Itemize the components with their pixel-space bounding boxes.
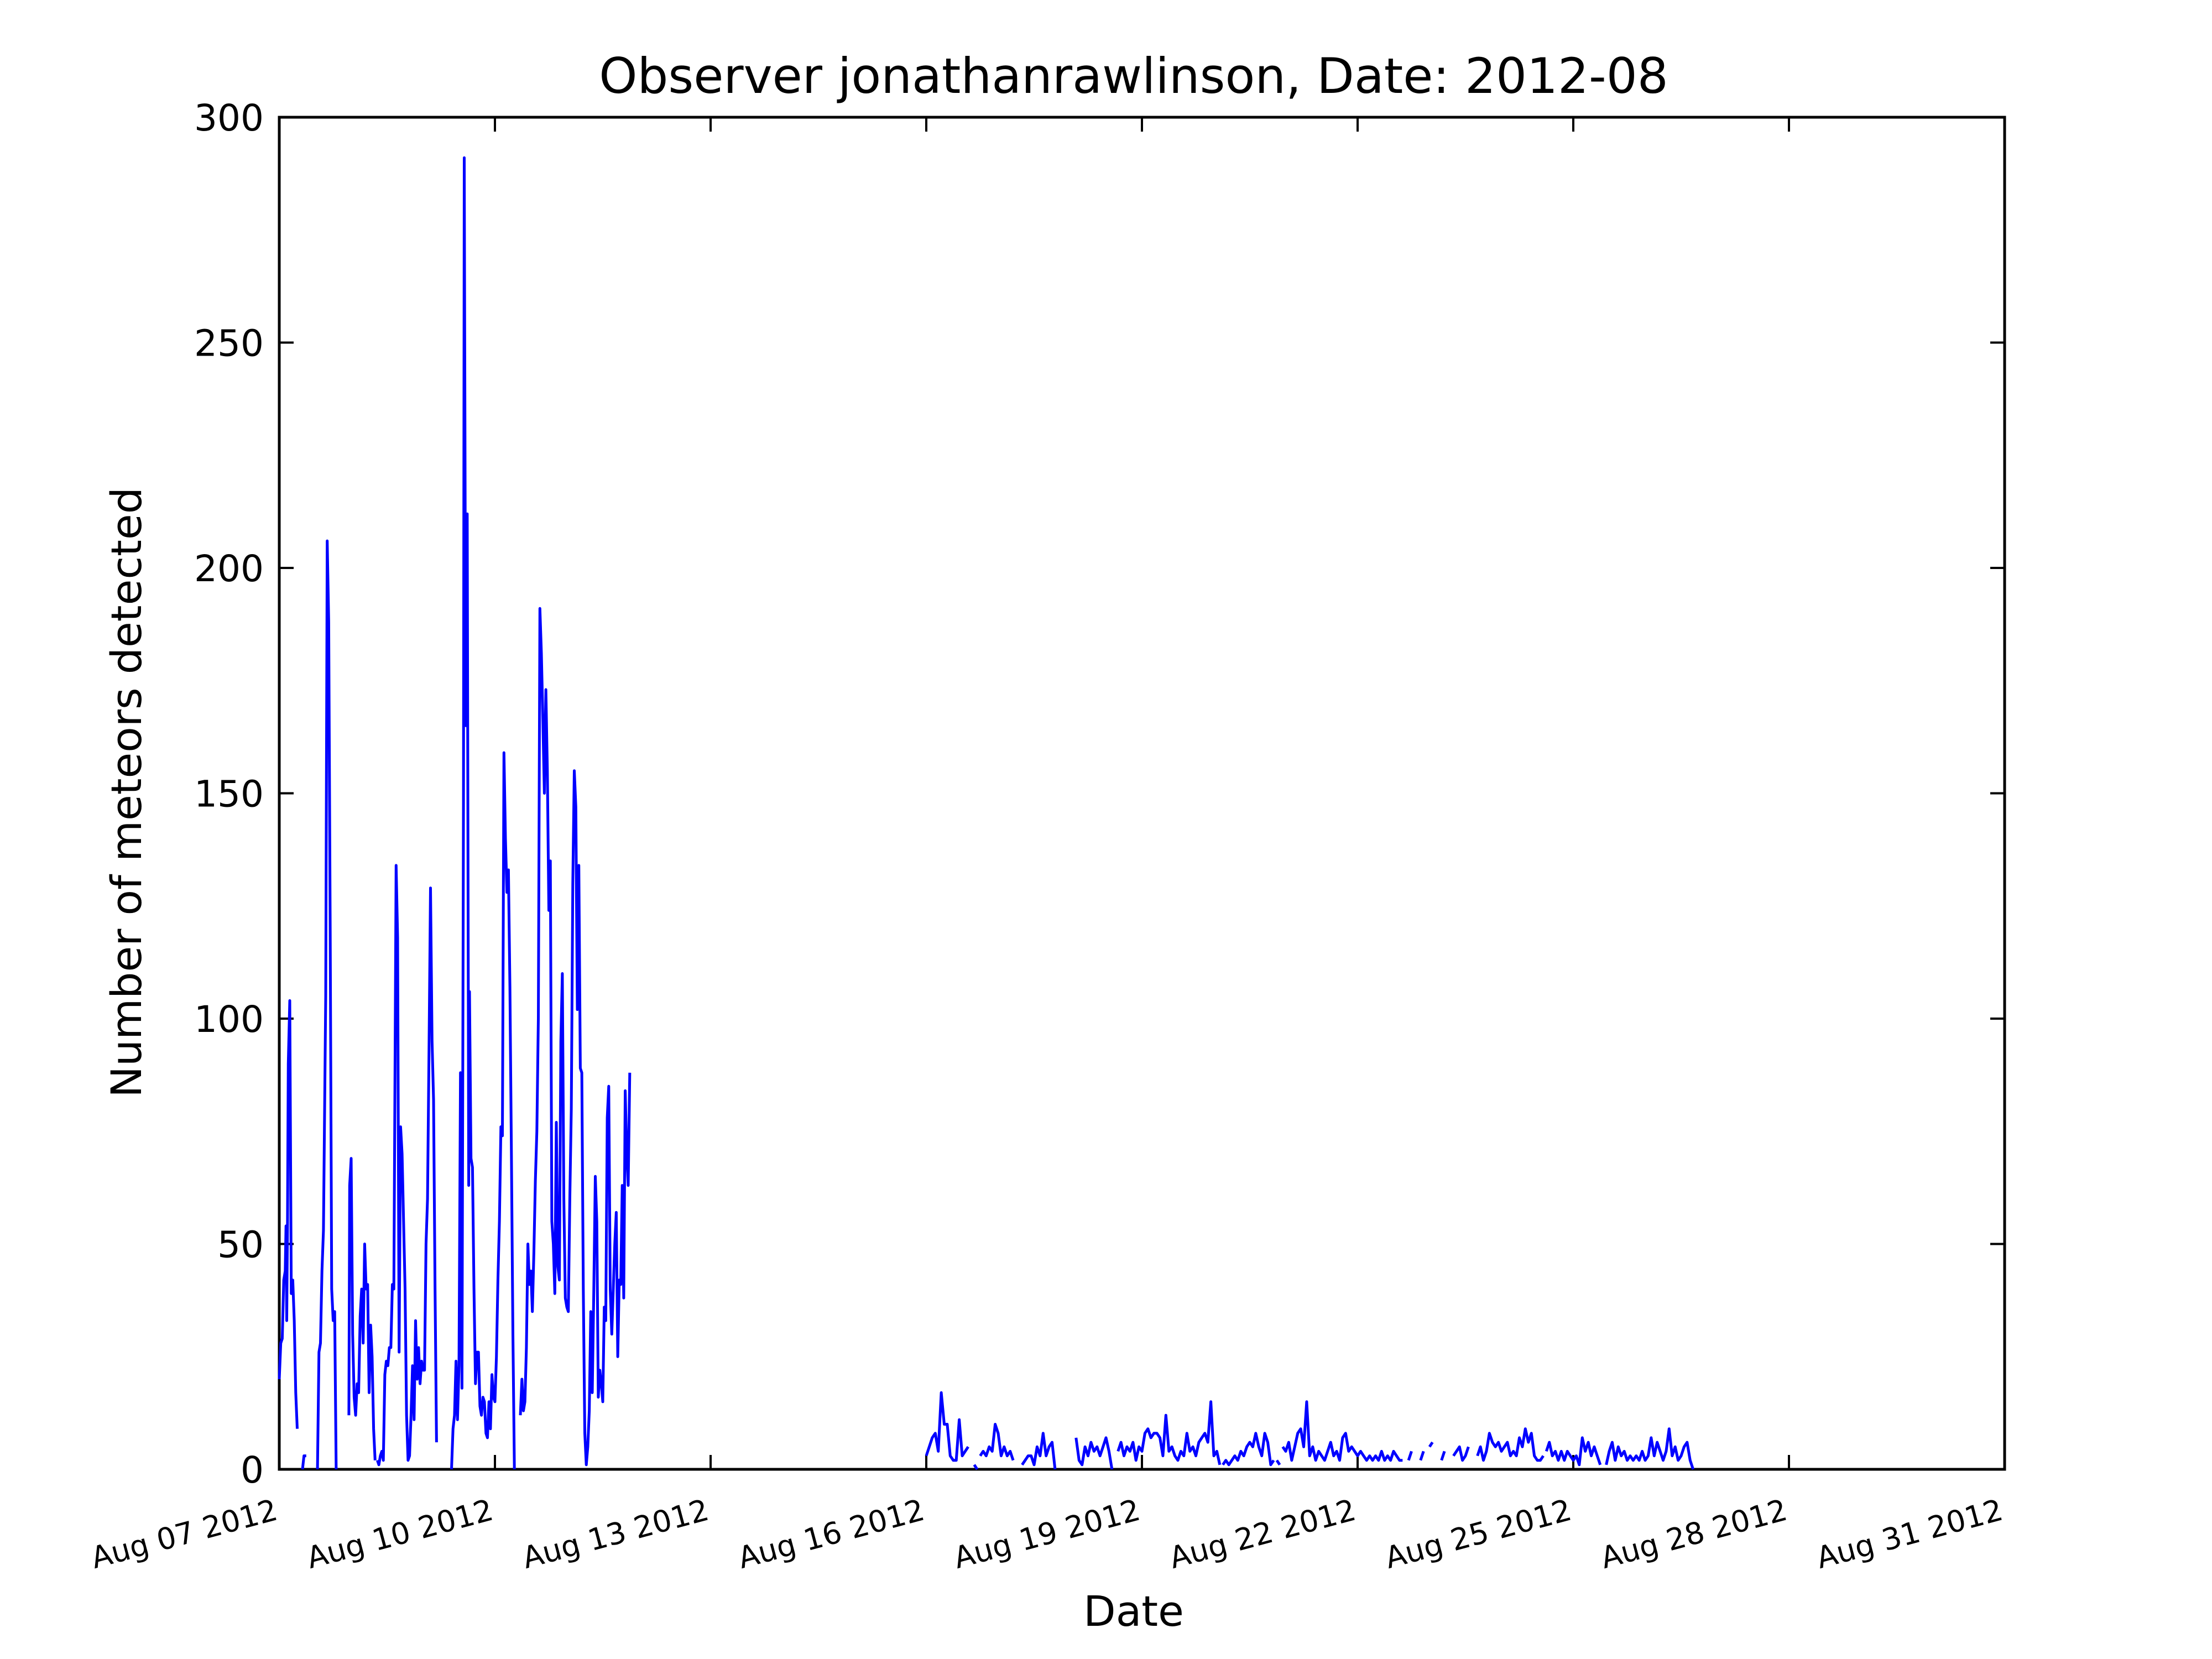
series-line-segment [1117, 1400, 1222, 1465]
series-line-segment [1074, 1436, 1114, 1470]
series-line-segment [301, 1454, 306, 1470]
x-axis-label: Date [1083, 1587, 1184, 1636]
series-line-segment [347, 1157, 377, 1460]
series-line-segment [519, 607, 632, 1467]
series-line-segment [1407, 1451, 1413, 1461]
y-tick-label: 150 [194, 773, 264, 816]
y-tick-label: 0 [241, 1449, 264, 1491]
series-line-segment [450, 156, 516, 1470]
series-line-segment [1021, 1432, 1057, 1470]
y-tick-label: 200 [194, 547, 264, 590]
series-line-segment [316, 539, 338, 1470]
series-line-segment [1440, 1451, 1446, 1461]
y-tick-label: 100 [194, 998, 264, 1041]
y-tick-label: 300 [194, 97, 264, 139]
series-line-segment [376, 864, 438, 1467]
series-line-segment [1419, 1451, 1425, 1461]
y-axis-label: Number of meteors detected [102, 487, 151, 1098]
series-line-segment [1476, 1427, 1545, 1462]
series-line-segment [1545, 1436, 1602, 1467]
y-tick-label: 50 [217, 1224, 264, 1266]
series-line-segment [1222, 1432, 1275, 1467]
series-layer [278, 156, 1695, 1470]
chart-title: Observer jonathanrawlinson, Date: 2012-0… [599, 48, 1668, 105]
series-line-segment [1605, 1427, 1695, 1470]
y-tick-label: 250 [194, 322, 264, 365]
series-line-segment [1281, 1400, 1403, 1462]
series-line-segment [1275, 1459, 1281, 1466]
series-line-segment [973, 1464, 979, 1470]
series-line-segment [278, 999, 299, 1429]
series-line-segment [1428, 1441, 1434, 1448]
series-line-segment [925, 1391, 969, 1462]
series-line-segment [1452, 1445, 1470, 1462]
series-line-segment [979, 1423, 1015, 1461]
